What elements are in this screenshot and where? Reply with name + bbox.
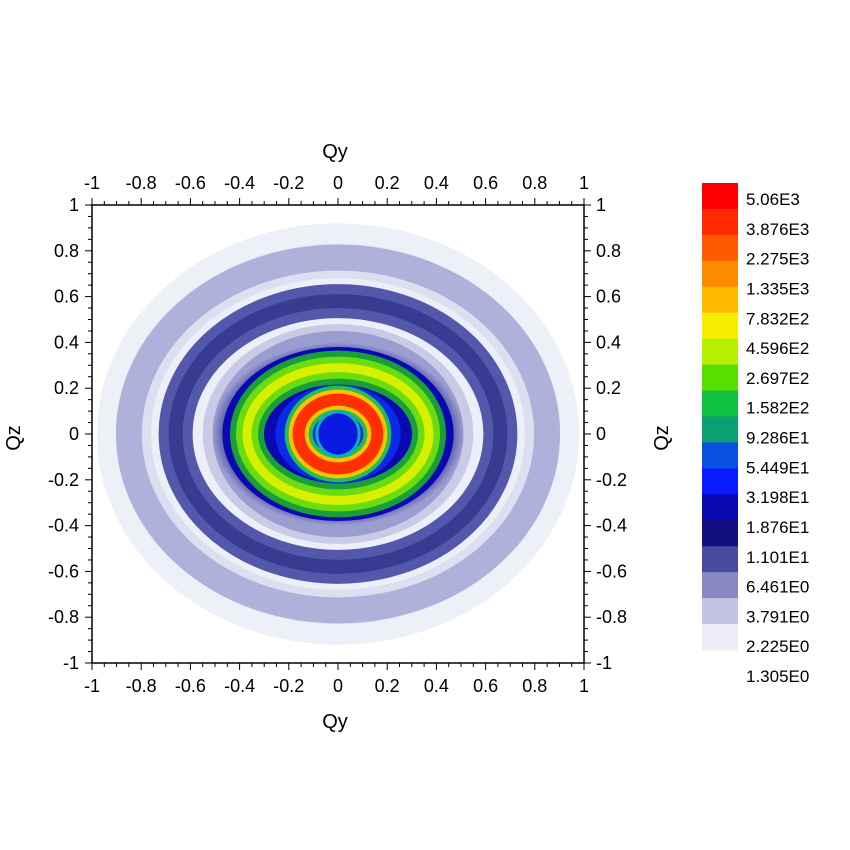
y-tick-label-left: 1 — [69, 195, 79, 215]
colorbar-label: 1.101E1 — [746, 548, 809, 567]
y-tick-label-left: -0.2 — [48, 470, 79, 490]
y-tick-label-left: -1 — [63, 653, 79, 673]
x-tick-label-top: 0.6 — [473, 173, 498, 193]
colorbar-label: 5.449E1 — [746, 458, 809, 477]
colorbar-label: 4.596E2 — [746, 339, 809, 358]
x-tick-label-top: 0.2 — [375, 173, 400, 193]
ring-3-core — [168, 294, 508, 574]
x-tick-label-top: -0.2 — [273, 173, 304, 193]
colorbar-swatch — [702, 364, 738, 392]
x-tick-label-bottom: 1 — [579, 676, 589, 696]
x-tick-label-bottom: -0.4 — [224, 676, 255, 696]
x-axis-title-top: Qy — [322, 141, 348, 163]
colorbar-swatch — [702, 338, 738, 366]
y-tick-label-right: -0.2 — [596, 470, 627, 490]
y-tick-label-left: -0.8 — [48, 607, 79, 627]
x-tick-label-top: 0 — [333, 173, 343, 193]
y-tick-label-right: -0.8 — [596, 607, 627, 627]
colorbar-label: 5.06E3 — [746, 190, 800, 209]
y-tick-label-right: 0.6 — [596, 287, 621, 307]
colorbar-swatch — [702, 442, 738, 469]
y-tick-label-right: 0.8 — [596, 241, 621, 261]
colorbar-label: 1.876E1 — [746, 518, 809, 537]
colorbar-swatch — [702, 208, 738, 236]
y-tick-label-left: -0.6 — [48, 561, 79, 581]
colorbar-swatch — [702, 494, 738, 521]
y-tick-label-right: -0.4 — [596, 516, 627, 536]
x-tick-label-bottom: 0.4 — [424, 676, 449, 696]
y-tick-label-left: 0.4 — [54, 332, 79, 352]
x-tick-label-bottom: -0.2 — [273, 676, 304, 696]
colorbar-label: 2.225E0 — [746, 637, 809, 656]
ring-2-peak — [242, 363, 434, 505]
x-tick-label-bottom: -0.8 — [126, 676, 157, 696]
y-tick-label-right: 0 — [596, 424, 606, 444]
ring-4 — [115, 244, 561, 624]
colorbar-label: 2.275E3 — [746, 250, 809, 269]
colorbar-label: 6.461E0 — [746, 578, 809, 597]
colorbar-swatch — [702, 183, 738, 210]
x-tick-label-bottom: 0 — [333, 676, 343, 696]
colorbar-label: 3.876E3 — [746, 220, 809, 239]
y-tick-label-left: 0.6 — [54, 287, 79, 307]
y-tick-label-right: 1 — [596, 195, 606, 215]
colorbar-label: 3.198E1 — [746, 488, 809, 507]
x-tick-label-top: 1 — [579, 173, 589, 193]
x-tick-label-top: -1 — [84, 173, 100, 193]
x-tick-label-top: 0.8 — [522, 173, 547, 193]
colorbar-label: 7.832E2 — [746, 309, 809, 328]
x-tick-label-bottom: 0.8 — [522, 676, 547, 696]
x-tick-label-top: -0.4 — [224, 173, 255, 193]
y-tick-label-left: 0 — [69, 424, 79, 444]
colorbar-swatch — [702, 468, 738, 495]
colorbar-swatch — [702, 520, 738, 547]
y-tick-label-right: 0.2 — [596, 378, 621, 398]
x-tick-label-bottom: -1 — [84, 676, 100, 696]
x-tick-label-top: -0.8 — [126, 173, 157, 193]
colorbar-label: 9.286E1 — [746, 429, 809, 448]
y-tick-label-right: -1 — [596, 653, 612, 673]
y-tick-label-right: -0.6 — [596, 561, 627, 581]
colorbar-swatch — [702, 286, 738, 314]
y-tick-label-left: -0.4 — [48, 516, 79, 536]
colorbar-swatch — [702, 416, 738, 444]
y-tick-label-left: 0.2 — [54, 378, 79, 398]
colorbar-label: 3.791E0 — [746, 607, 809, 626]
y-tick-label-right: 0.4 — [596, 332, 621, 352]
center-spot — [318, 413, 358, 455]
colorbar-label: 1.305E0 — [746, 667, 809, 686]
colorbar-swatch — [702, 572, 738, 599]
colorbar-swatch — [702, 390, 738, 418]
colorbar-swatch — [702, 312, 738, 340]
y-axis-title-left: Qz — [3, 425, 25, 451]
heatmap — [96, 223, 580, 645]
colorbar-label: 1.335E3 — [746, 279, 809, 298]
colorbar-swatch — [702, 624, 738, 651]
colorbar-label: 2.697E2 — [746, 369, 809, 388]
x-tick-label-top: -0.6 — [175, 173, 206, 193]
x-axis-title-bottom: Qy — [322, 711, 348, 733]
axis-ticks: -1-11 1-0.8-0.80.8 0.8-0.6-0.60.6 0.6-0.4-0… — [48, 173, 627, 696]
colorbar-swatch — [702, 546, 738, 573]
ring-1 — [292, 393, 384, 475]
colorbar: 5.06E3 3.876E3 2.275E3 1.335E3 7.832E2 4.596E… — [702, 183, 809, 686]
x-tick-label-bottom: 0.2 — [375, 676, 400, 696]
colorbar-swatch — [702, 598, 738, 625]
x-tick-label-bottom: 0.6 — [473, 676, 498, 696]
x-tick-label-bottom: -0.6 — [175, 676, 206, 696]
colorbar-label: 1.582E2 — [746, 399, 809, 418]
colorbar-swatch — [702, 234, 738, 262]
x-tick-label-top: 0.4 — [424, 173, 449, 193]
colorbar-swatch — [702, 260, 738, 288]
y-tick-label-left: 0.8 — [54, 241, 79, 261]
y-axis-title-right: Qz — [651, 425, 673, 451]
